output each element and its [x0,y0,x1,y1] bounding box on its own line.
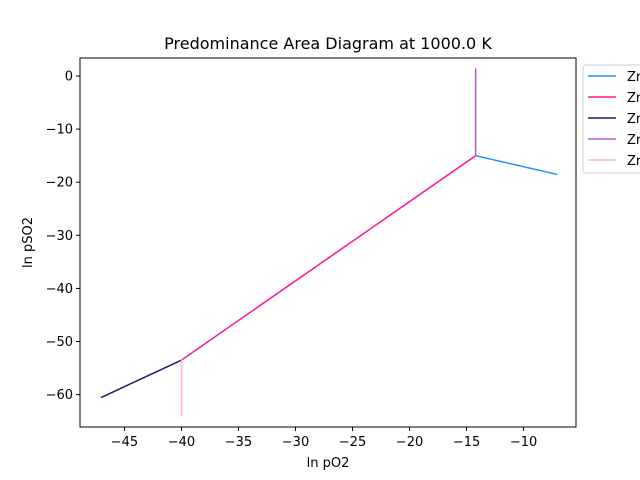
legend-label-3: Zr [627,112,640,127]
x-tick-label: −15 [453,435,480,450]
y-tick-label: −10 [46,123,73,138]
x-tick-label: −10 [510,435,537,450]
y-tick-label: 0 [65,70,73,85]
y-axis: 0 −10 −20 −30 −40 −50 −60 [46,70,80,403]
x-axis: −45 −40 −35 −30 −25 −20 −15 −10 [111,427,537,450]
x-tick-label: −20 [396,435,423,450]
legend-label-5: Zr [627,154,640,169]
y-axis-label: ln pSO2 [21,217,36,268]
y-tick-label: −20 [46,176,73,191]
y-tick-label: −30 [46,229,73,244]
x-tick-label: −40 [168,435,195,450]
legend-label-1: Zr [627,70,640,85]
series-line-1 [474,154,558,176]
series-line-2 [180,154,477,362]
y-tick-label: −40 [46,282,73,297]
x-tick-label: −30 [282,435,309,450]
legend: Zr Zr Zr Zr Zr [582,64,640,174]
legend-label-4: Zr [627,133,640,148]
chart-title: Predominance Area Diagram at 1000.0 K [164,34,492,53]
legend-label-2: Zr [627,91,640,106]
series-line-3 [100,359,183,399]
legend-box [582,64,640,174]
x-tick-label: −25 [339,435,366,450]
x-axis-label: ln pO2 [307,456,350,471]
plot-frame [79,57,577,428]
x-tick-label: −35 [225,435,252,450]
y-tick-label: −60 [46,388,73,403]
y-tick-label: −50 [46,335,73,350]
x-tick-label: −45 [111,435,138,450]
plot-lines [100,68,558,417]
